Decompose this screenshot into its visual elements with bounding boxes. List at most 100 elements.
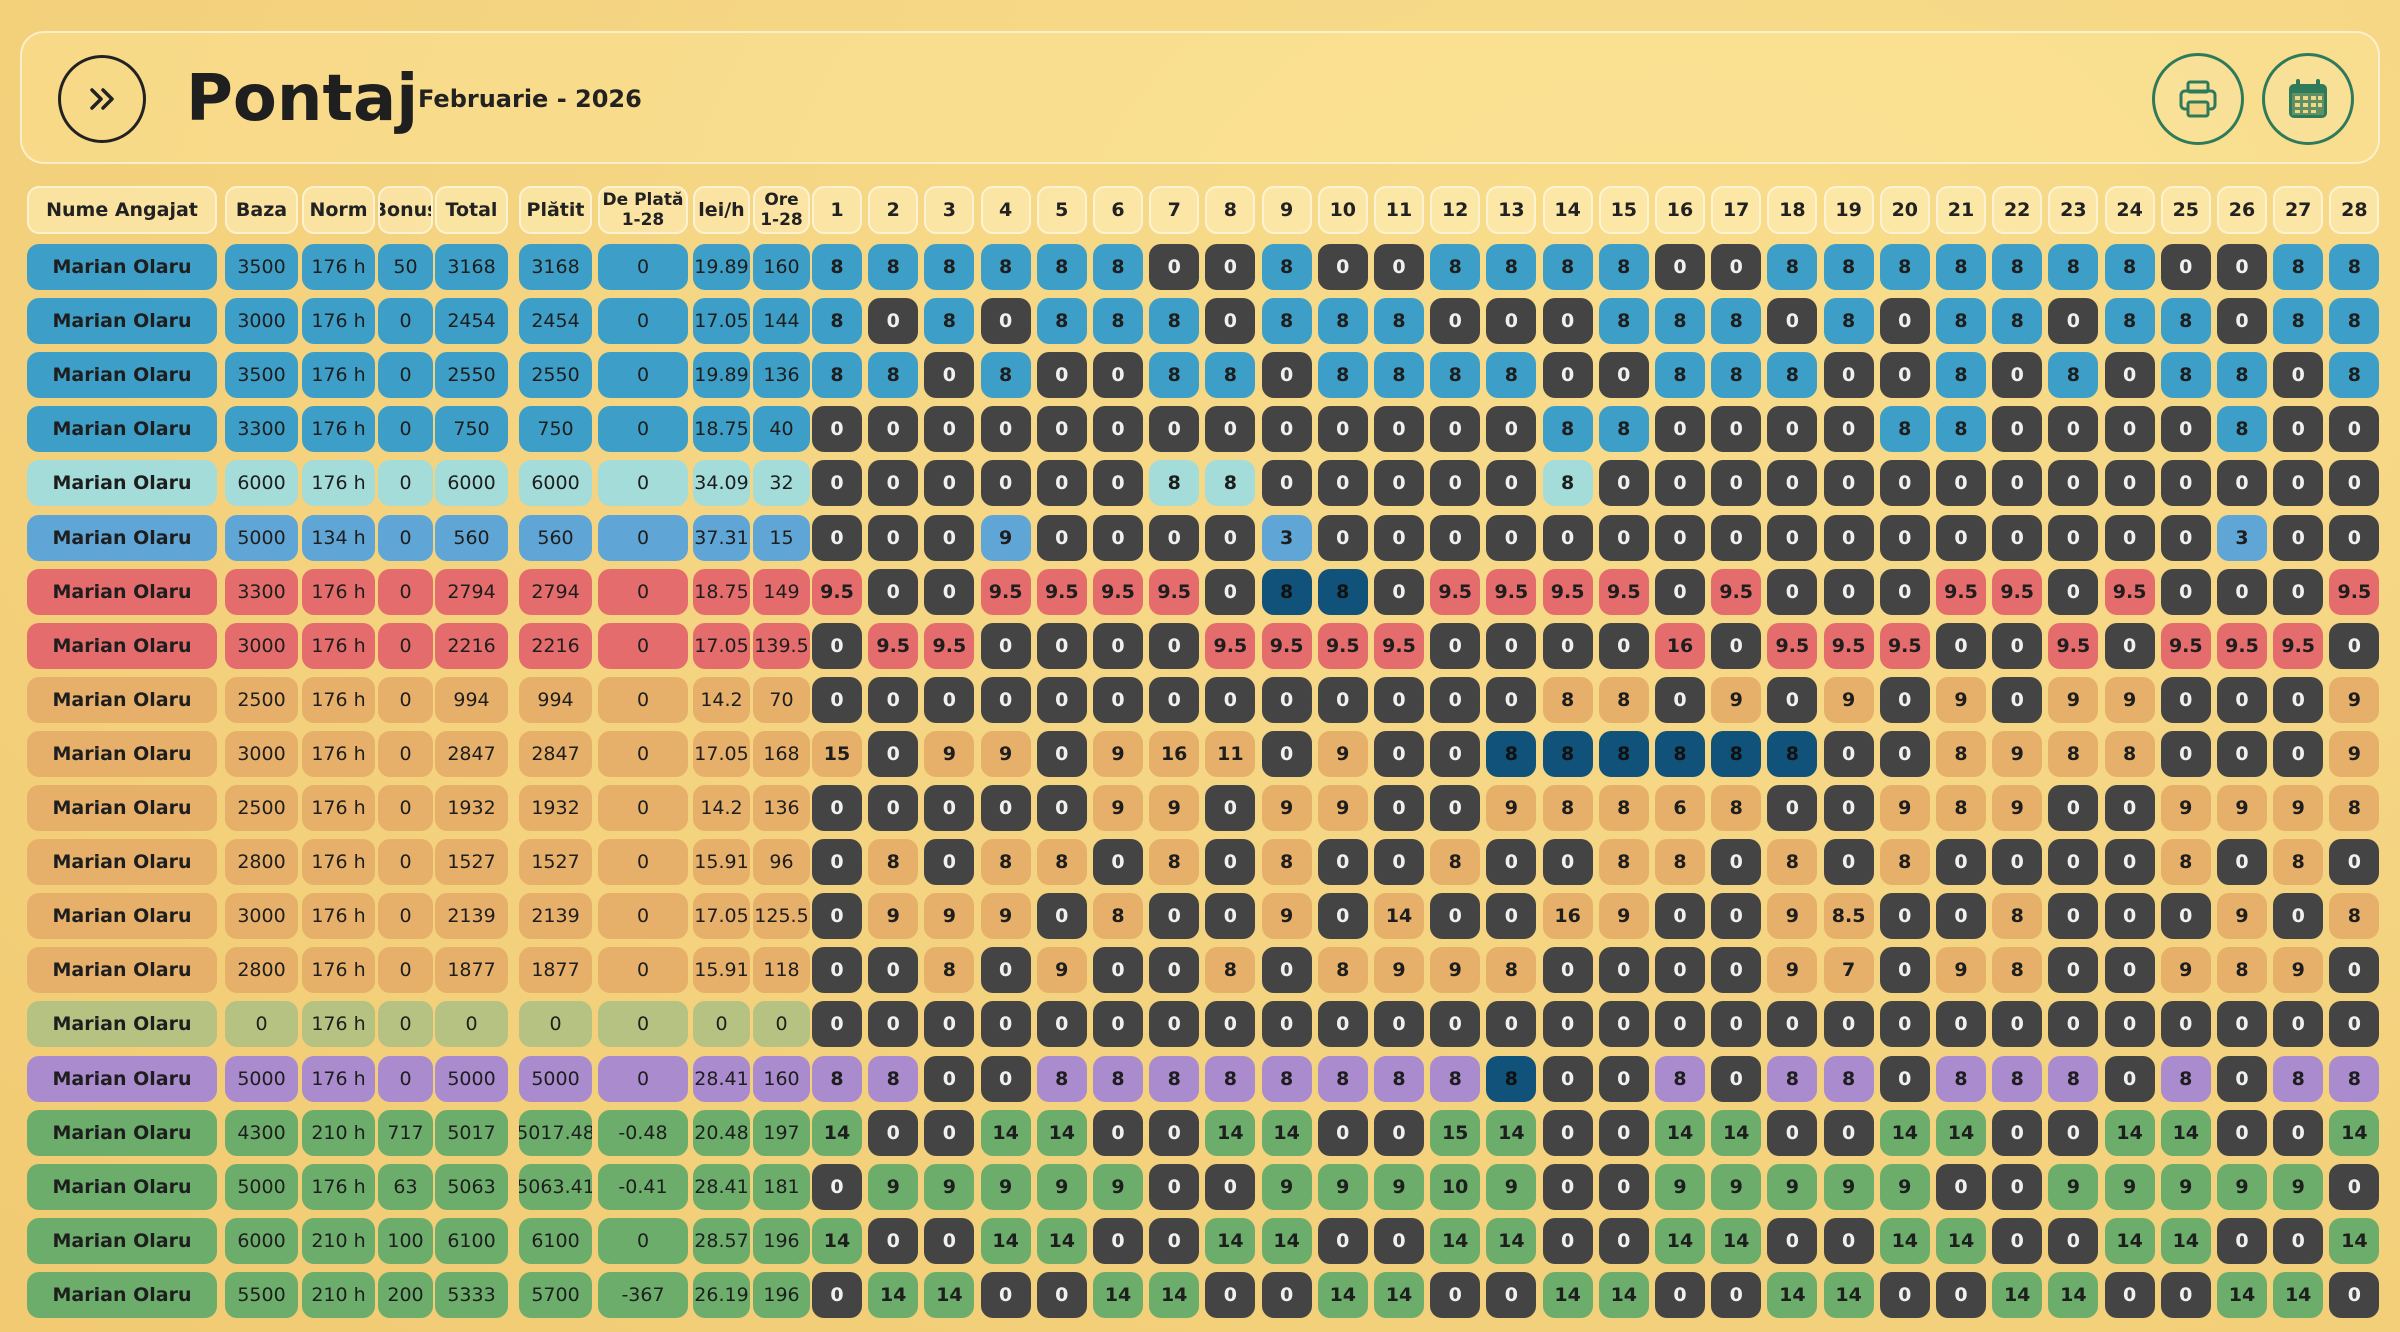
employee-name[interactable]: Marian Olaru bbox=[27, 730, 217, 777]
day-cell[interactable]: 0 bbox=[2273, 406, 2324, 453]
day-cell[interactable]: 0 bbox=[1149, 947, 1200, 994]
day-cell[interactable]: 0 bbox=[2048, 514, 2099, 561]
day-cell[interactable]: 8 bbox=[1430, 839, 1481, 886]
day-cell[interactable]: 0 bbox=[1430, 1001, 1481, 1048]
day-cell[interactable]: 0 bbox=[1767, 676, 1818, 723]
day-cell[interactable]: 8 bbox=[1430, 352, 1481, 399]
day-cell[interactable]: 0 bbox=[2160, 406, 2211, 453]
day-cell[interactable]: 0 bbox=[1823, 406, 1874, 453]
employee-name[interactable]: Marian Olaru bbox=[27, 1055, 217, 1102]
day-cell[interactable]: 14 bbox=[1711, 1217, 1762, 1264]
day-cell[interactable]: 0 bbox=[1879, 1001, 1930, 1048]
day-cell[interactable]: 8 bbox=[1598, 298, 1649, 345]
day-cell[interactable]: 0 bbox=[1542, 298, 1593, 345]
day-cell[interactable]: 0 bbox=[1598, 1055, 1649, 1102]
day-cell[interactable]: 8 bbox=[1936, 244, 1986, 290]
day-cell[interactable]: 0 bbox=[1655, 1271, 1705, 1318]
day-cell[interactable]: 0 bbox=[2273, 460, 2324, 507]
day-cell[interactable]: 0 bbox=[2104, 622, 2155, 669]
day-cell[interactable]: 9.5 bbox=[868, 622, 919, 669]
day-cell[interactable]: 0 bbox=[2048, 1109, 2099, 1156]
day-cell[interactable]: 9.5 bbox=[1374, 622, 1424, 669]
day-cell[interactable]: 0 bbox=[924, 1001, 975, 1048]
day-cell[interactable]: 8 bbox=[1149, 352, 1200, 399]
day-cell[interactable]: 8 bbox=[1936, 1055, 1986, 1102]
day-cell[interactable]: 0 bbox=[2104, 839, 2155, 886]
day-cell[interactable]: 0 bbox=[812, 406, 862, 453]
day-cell[interactable]: 8 bbox=[2104, 730, 2155, 777]
day-cell[interactable]: 9.5 bbox=[1992, 568, 2043, 615]
day-cell[interactable]: 0 bbox=[1205, 1001, 1256, 1048]
day-cell[interactable]: 14 bbox=[1936, 1217, 1986, 1264]
day-cell[interactable]: 0 bbox=[812, 947, 862, 994]
day-cell[interactable]: 0 bbox=[812, 785, 862, 831]
day-cell[interactable]: 0 bbox=[924, 352, 975, 399]
day-cell[interactable]: 0 bbox=[1879, 1055, 1930, 1102]
day-cell[interactable]: 0 bbox=[1374, 1109, 1424, 1156]
day-cell[interactable]: 0 bbox=[1374, 1217, 1424, 1264]
day-cell[interactable]: 0 bbox=[1093, 1109, 1143, 1156]
day-cell[interactable]: 9 bbox=[1486, 785, 1537, 831]
day-cell[interactable]: 14 bbox=[1430, 1217, 1481, 1264]
day-cell[interactable]: 8 bbox=[1317, 1055, 1368, 1102]
day-cell[interactable]: 0 bbox=[1374, 244, 1424, 290]
employee-name[interactable]: Marian Olaru bbox=[27, 839, 217, 886]
day-cell[interactable]: 0 bbox=[1036, 676, 1087, 723]
day-cell[interactable]: 0 bbox=[2048, 1001, 2099, 1048]
day-cell[interactable]: 0 bbox=[1486, 893, 1537, 940]
day-cell[interactable]: 0 bbox=[1992, 622, 2043, 669]
day-cell[interactable]: 9 bbox=[1992, 785, 2043, 831]
day-cell[interactable]: 8 bbox=[1261, 298, 1312, 345]
day-cell[interactable]: 0 bbox=[1486, 1001, 1537, 1048]
day-cell[interactable]: 9 bbox=[2160, 785, 2211, 831]
day-cell[interactable]: 8 bbox=[1093, 893, 1143, 940]
day-cell[interactable]: 0 bbox=[924, 1217, 975, 1264]
day-cell[interactable]: 0 bbox=[2329, 1163, 2380, 1210]
day-cell[interactable]: 8 bbox=[1598, 839, 1649, 886]
day-cell[interactable]: 0 bbox=[1598, 1163, 1649, 1210]
day-cell[interactable]: 0 bbox=[1936, 839, 1986, 886]
day-cell[interactable]: 9 bbox=[2329, 676, 2380, 723]
day-cell[interactable]: 8 bbox=[980, 352, 1031, 399]
day-cell[interactable]: 0 bbox=[1542, 622, 1593, 669]
day-cell[interactable]: 8 bbox=[1149, 1055, 1200, 1102]
day-cell[interactable]: 0 bbox=[2329, 1271, 2380, 1318]
day-cell[interactable]: 0 bbox=[1430, 730, 1481, 777]
day-cell[interactable]: 8 bbox=[2273, 839, 2324, 886]
day-cell[interactable]: 0 bbox=[1486, 460, 1537, 507]
day-cell[interactable]: 8 bbox=[2104, 298, 2155, 345]
day-cell[interactable]: 0 bbox=[2048, 460, 2099, 507]
day-cell[interactable]: 14 bbox=[1879, 1217, 1930, 1264]
day-cell[interactable]: 0 bbox=[1205, 1271, 1256, 1318]
day-cell[interactable]: 9.5 bbox=[1823, 622, 1874, 669]
day-cell[interactable]: 9 bbox=[1261, 785, 1312, 831]
day-cell[interactable]: 9 bbox=[980, 514, 1031, 561]
day-cell[interactable]: 8 bbox=[1093, 1055, 1143, 1102]
day-cell[interactable]: 8 bbox=[1205, 460, 1256, 507]
day-cell[interactable]: 0 bbox=[2217, 839, 2267, 886]
day-cell[interactable]: 8 bbox=[1093, 244, 1143, 290]
day-cell[interactable]: 8 bbox=[1992, 244, 2043, 290]
day-cell[interactable]: 8 bbox=[1374, 1055, 1424, 1102]
day-cell[interactable]: 0 bbox=[1767, 406, 1818, 453]
day-cell[interactable]: 0 bbox=[1879, 568, 1930, 615]
day-cell[interactable]: 9 bbox=[1992, 730, 2043, 777]
day-cell[interactable]: 0 bbox=[1036, 1001, 1087, 1048]
day-cell[interactable]: 0 bbox=[1093, 406, 1143, 453]
day-cell[interactable]: 8 bbox=[1655, 298, 1705, 345]
day-cell[interactable]: 0 bbox=[1936, 1001, 1986, 1048]
day-cell[interactable]: 0 bbox=[2160, 514, 2211, 561]
day-cell[interactable]: 9.5 bbox=[2104, 568, 2155, 615]
day-cell[interactable]: 8 bbox=[1598, 730, 1649, 777]
day-cell[interactable]: 0 bbox=[1598, 1109, 1649, 1156]
day-cell[interactable]: 0 bbox=[1149, 622, 1200, 669]
employee-name[interactable]: Marian Olaru bbox=[27, 947, 217, 994]
day-cell[interactable]: 9 bbox=[868, 893, 919, 940]
day-cell[interactable]: 9 bbox=[1823, 676, 1874, 723]
day-cell[interactable]: 9 bbox=[1261, 893, 1312, 940]
day-cell[interactable]: 0 bbox=[1992, 676, 2043, 723]
day-cell[interactable]: 0 bbox=[1093, 460, 1143, 507]
day-cell[interactable]: 0 bbox=[1823, 785, 1874, 831]
day-cell[interactable]: 0 bbox=[2273, 893, 2324, 940]
day-cell[interactable]: 9 bbox=[924, 1163, 975, 1210]
